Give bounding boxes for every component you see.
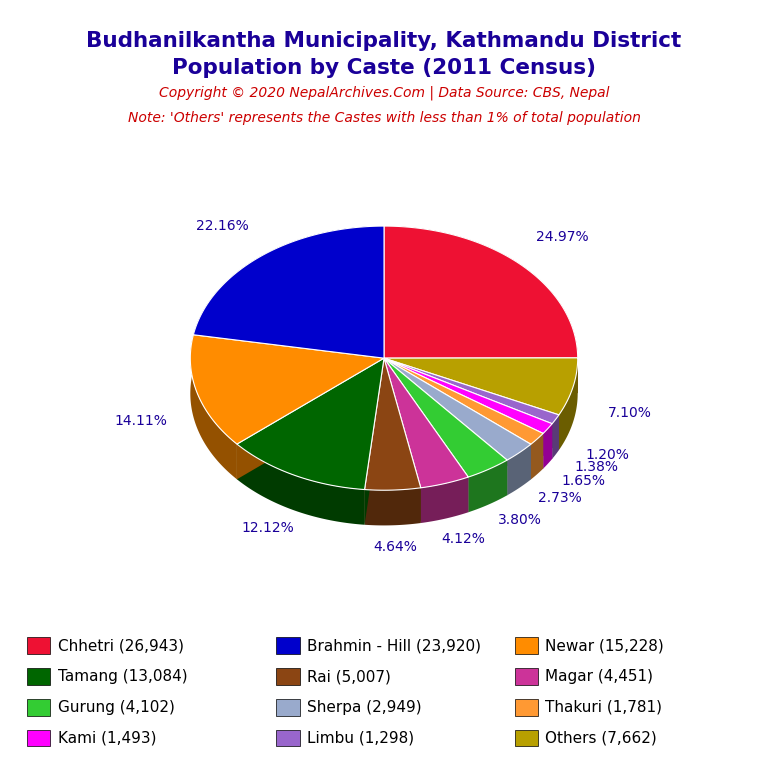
- Polygon shape: [421, 477, 468, 523]
- Text: 12.12%: 12.12%: [241, 521, 294, 535]
- Text: Gurung (4,102): Gurung (4,102): [58, 700, 174, 715]
- Text: Magar (4,451): Magar (4,451): [545, 669, 654, 684]
- Text: 7.10%: 7.10%: [607, 406, 651, 420]
- Polygon shape: [384, 358, 531, 479]
- Text: 3.80%: 3.80%: [498, 513, 541, 528]
- Text: Copyright © 2020 NepalArchives.Com | Data Source: CBS, Nepal: Copyright © 2020 NepalArchives.Com | Dat…: [159, 85, 609, 100]
- Polygon shape: [384, 358, 578, 415]
- Polygon shape: [384, 358, 552, 433]
- Polygon shape: [194, 226, 384, 358]
- Polygon shape: [237, 358, 384, 489]
- Polygon shape: [190, 335, 237, 479]
- Text: Limbu (1,298): Limbu (1,298): [307, 730, 414, 746]
- Text: 4.64%: 4.64%: [373, 540, 417, 554]
- Polygon shape: [384, 358, 531, 479]
- Polygon shape: [384, 358, 468, 512]
- Polygon shape: [384, 358, 543, 444]
- Polygon shape: [384, 226, 578, 358]
- Polygon shape: [384, 358, 578, 393]
- Polygon shape: [507, 444, 531, 495]
- Polygon shape: [384, 358, 543, 468]
- Polygon shape: [384, 358, 559, 450]
- Polygon shape: [365, 488, 421, 525]
- Polygon shape: [237, 444, 365, 525]
- Text: Budhanilkantha Municipality, Kathmandu District: Budhanilkantha Municipality, Kathmandu D…: [86, 31, 682, 51]
- Text: Others (7,662): Others (7,662): [545, 730, 657, 746]
- Text: Note: 'Others' represents the Castes with less than 1% of total population: Note: 'Others' represents the Castes wit…: [127, 111, 641, 124]
- Text: Tamang (13,084): Tamang (13,084): [58, 669, 187, 684]
- Polygon shape: [194, 335, 384, 393]
- Text: 14.11%: 14.11%: [114, 414, 167, 428]
- Polygon shape: [552, 415, 559, 459]
- Polygon shape: [190, 335, 384, 444]
- Polygon shape: [365, 358, 421, 490]
- Polygon shape: [384, 358, 552, 459]
- Polygon shape: [237, 358, 384, 479]
- Polygon shape: [531, 433, 543, 479]
- Polygon shape: [194, 226, 384, 370]
- Text: Brahmin - Hill (23,920): Brahmin - Hill (23,920): [307, 638, 482, 654]
- Polygon shape: [384, 358, 507, 477]
- Text: Sherpa (2,949): Sherpa (2,949): [307, 700, 422, 715]
- Polygon shape: [384, 358, 578, 393]
- Text: 24.97%: 24.97%: [535, 230, 588, 243]
- Text: 1.65%: 1.65%: [561, 474, 605, 488]
- Polygon shape: [384, 358, 507, 495]
- Polygon shape: [384, 226, 578, 393]
- Polygon shape: [543, 424, 552, 468]
- Polygon shape: [384, 358, 552, 459]
- Polygon shape: [384, 358, 468, 512]
- Polygon shape: [384, 358, 559, 424]
- Text: Rai (5,007): Rai (5,007): [307, 669, 391, 684]
- Polygon shape: [384, 358, 421, 523]
- Polygon shape: [365, 358, 384, 525]
- Polygon shape: [384, 358, 507, 495]
- Text: Population by Caste (2011 Census): Population by Caste (2011 Census): [172, 58, 596, 78]
- Polygon shape: [384, 358, 421, 523]
- Text: Newar (15,228): Newar (15,228): [545, 638, 664, 654]
- Text: Kami (1,493): Kami (1,493): [58, 730, 156, 746]
- Polygon shape: [384, 358, 559, 450]
- Text: 1.20%: 1.20%: [585, 449, 629, 462]
- Text: 4.12%: 4.12%: [442, 531, 485, 546]
- Text: 22.16%: 22.16%: [196, 220, 249, 233]
- Text: 1.38%: 1.38%: [575, 460, 619, 475]
- Polygon shape: [365, 358, 384, 525]
- Text: Chhetri (26,943): Chhetri (26,943): [58, 638, 184, 654]
- Polygon shape: [384, 358, 468, 488]
- Polygon shape: [384, 358, 531, 460]
- Polygon shape: [559, 358, 578, 450]
- Polygon shape: [384, 358, 543, 468]
- Text: 2.73%: 2.73%: [538, 492, 582, 505]
- Polygon shape: [237, 358, 384, 479]
- Text: Thakuri (1,781): Thakuri (1,781): [545, 700, 662, 715]
- Polygon shape: [468, 460, 507, 512]
- Polygon shape: [194, 335, 384, 393]
